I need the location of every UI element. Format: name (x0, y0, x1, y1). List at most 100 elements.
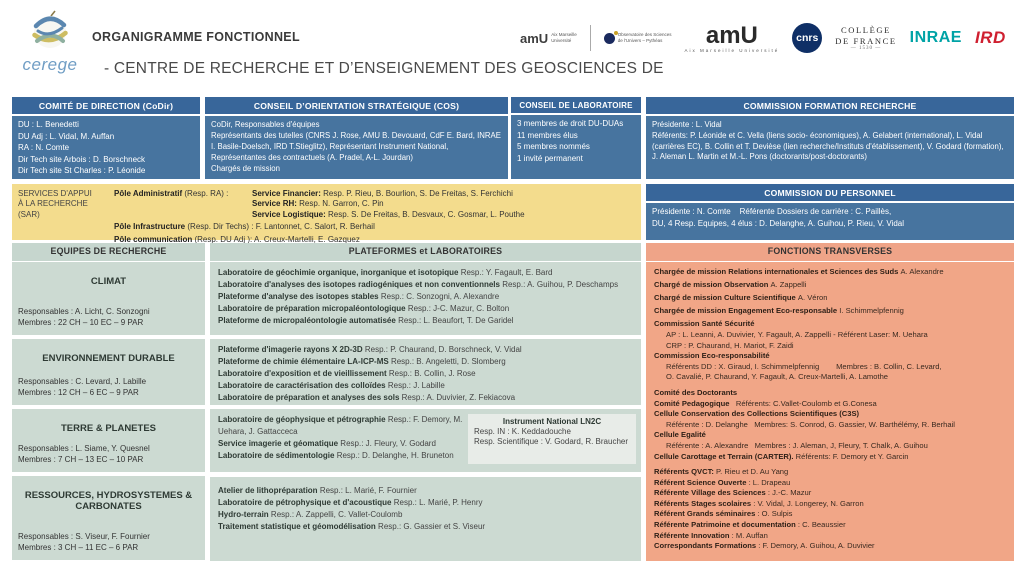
fonction-line: Référents Stages scolaires: V. Vidal, J.… (654, 498, 864, 508)
fonction-line: Référents QVCT: P. Rieu et D. Au Yang (654, 467, 789, 477)
cos-box: CONSEIL D’ORIENTATION STRATÉGIQUE (COS) … (205, 97, 508, 179)
fonction-line: Référent Science Ouverte: L. Drapeau (654, 477, 791, 487)
cerege-globe-icon (32, 10, 68, 48)
commission-formation-line: Présidente : L. Vidal (652, 120, 722, 129)
equipe-name: CLIMAT (90, 276, 127, 287)
plateforme-line: Laboratoire de caractérisation des collo… (218, 381, 445, 390)
equipe-info: Responsables : C. Levard, J. Labille Mem… (18, 377, 199, 401)
sar-pole-admin-label: Pôle Administratif (114, 189, 183, 198)
osu-planet-icon (603, 30, 618, 44)
equipe-membres: Membres : 12 CH – 6 EC – 9 PAR (18, 388, 139, 398)
conseil-laboratoire-box: CONSEIL DE LABORATOIRE 3 membres de droi… (511, 97, 641, 179)
fonction-line: Chargée de mission Relations internation… (654, 267, 944, 276)
commission-formation-box: COMMISSION FORMATION RECHERCHE Président… (646, 97, 1014, 179)
fonction-line: Cellule Carottage et Terrain (CARTER). Ré… (654, 451, 909, 461)
plateforme-line: Laboratoire de géophysique et pétrograph… (218, 415, 463, 436)
page-subtitle: - CENTRE DE RECHERCHE ET D’ENSEIGNEMENT … (104, 60, 664, 77)
amu-large-wordmark: amU (705, 21, 758, 49)
equipe-responsables: Responsables : A. Licht, C. Sonzogni (18, 307, 150, 317)
fonction-line: Chargée de mission Engagement Eco-respon… (654, 306, 904, 316)
partner-logos: amU Aix Marseille Université Observatoir… (520, 14, 1018, 62)
ln2c-body: Resp. IN : K. Keddadouche Resp. Scientifi… (474, 427, 630, 448)
ln2c-line: Resp. IN : K. Keddadouche (474, 427, 571, 436)
osu-subtext: Observatoire des Sciences de l'Univers –… (617, 32, 672, 43)
amu-large-logo: amU Aix Marseille Université (684, 21, 780, 53)
sar-service-line: Service Logistique: Resp. S. De Freitas, … (252, 209, 525, 219)
plateforme-line: Laboratoire de pétrophysique et d'acoust… (218, 498, 483, 507)
conseil-laboratoire-line: 5 membres nommés (517, 142, 590, 152)
plateforme-line: Laboratoire de préparation micropaléonto… (218, 304, 510, 313)
sar-box: SERVICES D'APPUI À LA RECHERCHE (SAR) Pô… (12, 184, 641, 244)
osu-pytheas-logo: Observatoire des Sciences de l'Univers –… (603, 30, 672, 44)
sar-content: Pôle Administratif (Resp. RA) : Service F… (114, 189, 635, 244)
codir-line: Dir Tech site Arbois : D. Borschneck (18, 154, 146, 164)
fonction-line: Cellule Egalité (654, 430, 706, 440)
plateformes-block-terre-planetes: Instrument National LN2C Resp. IN : K. K… (210, 409, 641, 472)
equipe-responsables: Responsables : S. Viseur, F. Fournier (18, 532, 150, 542)
plateforme-line: Laboratoire d'analyses des isotopes radi… (218, 280, 619, 289)
equipe-responsables: Responsables : L. Siame, Y. Quesnel (18, 444, 150, 454)
equipe-name: ENVIRONNEMENT DURABLE (42, 353, 175, 364)
fonction-line: Chargé de mission Observation A. Zappelli (654, 280, 807, 290)
commission-personnel-line: DU, 4 Resp. Equipes, 4 élus : D. Delangh… (652, 218, 905, 228)
fonction-line: O. Cavalié, P. Chaurand, Y. Fagault, A. … (666, 372, 889, 382)
codir-box: COMITÉ DE DIRECTION (CoDir) DU : L. Bene… (12, 97, 200, 179)
ln2c-title: Instrument National LN2C (502, 417, 602, 426)
plateforme-line: Atelier de lithopréparation Resp.: L. Mar… (218, 486, 417, 495)
fonction-line: Correspondants Formations: F. Demory, A.… (654, 541, 875, 551)
sar-pole-communication: Pôle communication (Resp. DU Adj ): A. Cr… (114, 234, 360, 244)
fonction-line: Commission Santé Sécurité (654, 319, 755, 329)
conseil-laboratoire-line: 3 membres de droit DU-DUAs (517, 119, 624, 128)
sar-service-line: Service Financier: Resp. P. Rieu, B. Bour… (252, 189, 513, 198)
cerege-logo: cerege (14, 10, 86, 75)
ln2c-line: Resp. Scientifique : V. Godard, R. Brauc… (474, 437, 629, 447)
commission-personnel-title: COMMISSION DU PERSONNEL (646, 184, 1014, 203)
codir-line: Dir Tech site St Charles : P. Léonide (18, 166, 146, 176)
equipe-info: Responsables : L. Siame, Y. Quesnel Memb… (18, 444, 199, 468)
fonction-line: Référente Innovation: M. Auffan (654, 530, 768, 540)
fonction-line: Chargé de mission Culture Scientifique A.… (654, 293, 828, 303)
equipe-membres: Membres : 22 CH – 10 EC – 9 PAR (18, 318, 144, 328)
equipe-block: CLIMAT Responsables : A. Licht, C. Sonzo… (12, 262, 205, 335)
codir-line: RA : N. Comte (18, 143, 70, 153)
equipe-membres: Membres : 7 CH – 13 EC – 10 PAR (18, 455, 144, 465)
column-header-plateformes: PLATEFORMES et LABORATOIRES (210, 243, 641, 261)
page-title: ORGANIGRAMME FONCTIONNEL (92, 30, 300, 44)
plateforme-line: Plateforme de chimie élémentaire LA-ICP-… (218, 357, 506, 366)
plateformes-block-climat: Laboratoire de géochimie organique, inor… (210, 262, 641, 335)
cos-line: CoDir, Responsables d'équipes (211, 120, 320, 129)
fonction-line: CRP : P. Chaurand, H. Mariot, F. Zaidi (666, 340, 794, 350)
plateforme-line: Laboratoire d'exposition et de vieilliss… (218, 369, 476, 378)
sar-label: SERVICES D'APPUI À LA RECHERCHE (SAR) (18, 189, 92, 219)
codir-line: DU Adj : L. Vidal, M. Auffan (18, 131, 115, 141)
equipe-info: Responsables : S. Viseur, F. Fournier Me… (18, 532, 199, 556)
equipe-membres: Membres : 3 CH – 11 EC – 6 PAR (18, 543, 139, 553)
fonction-line: Commission Eco-responsabilité (654, 351, 770, 361)
plateforme-line: Plateforme d'imagerie rayons X 2D-3D Resp… (218, 345, 522, 354)
equipes-column: CLIMAT Responsables : A. Licht, C. Sonzo… (12, 262, 205, 560)
fonction-line: Référente Village des Sciences: J.-C. Ma… (654, 488, 812, 498)
equipe-block: RESSOURCES, HYDROSYSTEMES & CARBONATES R… (12, 476, 205, 560)
column-header-equipes: EQUIPES DE RECHERCHE (12, 243, 205, 261)
fonction-line: Référente : D. Delanghe Membres: S. Conr… (666, 419, 955, 429)
plateforme-line: Plateforme d'analyse des isotopes stable… (218, 292, 500, 301)
commission-personnel-box: COMMISSION DU PERSONNEL Présidente : N. … (646, 184, 1014, 240)
commission-personnel-line: Présidente : N. Comte Référente Dossiers… (652, 207, 892, 216)
conseil-laboratoire-line: 11 membres élus (517, 130, 578, 140)
fonction-line: AP : L. Leanni, A. Duvivier, Y. Fagault,… (666, 329, 928, 339)
commission-formation-body: Présidente : L. Vidal Référents: P. Léoni… (646, 116, 1014, 167)
equipe-block: TERRE & PLANETES Responsables : L. Siame… (12, 409, 205, 472)
plateforme-line: Laboratoire de sédimentologie Resp.: D. D… (218, 451, 454, 460)
amu-large-subtext: Aix Marseille Université (684, 47, 780, 53)
sar-pole-infrastructure: Pôle Infrastructure (Resp. Dir Techs) : F… (114, 222, 375, 232)
commission-formation-line: Référents: P. Léonide et C. Vella (liens… (652, 131, 1004, 161)
ird-logo: IRD (974, 28, 1006, 47)
plateformes-block-environnement: Plateforme d'imagerie rayons X 2D-3D Resp… (210, 339, 641, 405)
plateforme-line: Hydro-terrain Resp.: A. Zappelli, C. Vall… (218, 510, 403, 519)
commission-personnel-body: Présidente : N. Comte Référente Dossiers… (646, 203, 1014, 234)
plateforme-line: Service imagerie et géomatique Resp.: J. … (218, 439, 436, 448)
amu-small-wordmark: amU (520, 30, 549, 46)
amu-small-logo: amU Aix Marseille Université (520, 31, 577, 46)
cos-line: Représentantes des contractuels (A. Prad… (211, 152, 413, 162)
